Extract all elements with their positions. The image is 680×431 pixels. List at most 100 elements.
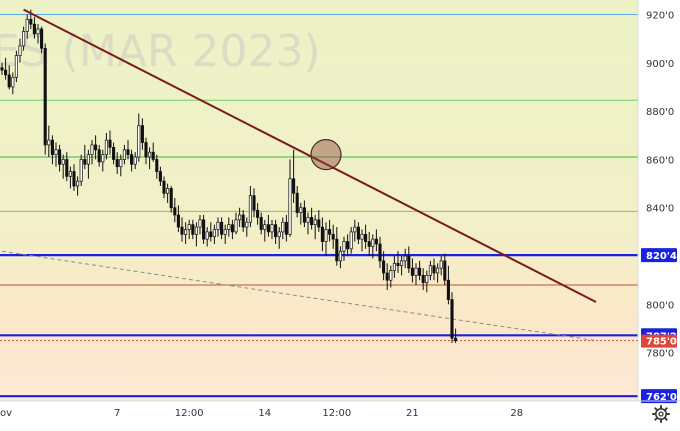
candle [180, 217, 184, 242]
candle [104, 132, 108, 160]
candle [382, 251, 386, 281]
candle [342, 236, 346, 261]
candle [414, 263, 418, 286]
y-tick-label: 860'0 [646, 155, 674, 166]
candle [126, 140, 130, 160]
candle [400, 256, 404, 276]
candle [72, 164, 76, 191]
candle [346, 234, 350, 257]
candle [162, 176, 166, 199]
candle [133, 152, 137, 170]
candle [446, 265, 450, 305]
candle [335, 227, 339, 266]
candle [130, 149, 134, 172]
candle [328, 219, 332, 242]
level-price-label: 820'4 [646, 251, 677, 262]
candle [256, 202, 260, 225]
candle [187, 219, 191, 240]
circle-marker[interactable] [310, 139, 342, 171]
x-tick-label: 21 [406, 408, 419, 419]
candle [205, 227, 209, 247]
gear-icon[interactable] [652, 405, 670, 423]
candle [140, 118, 144, 150]
candle [349, 227, 353, 254]
candle [25, 14, 29, 39]
candle [223, 224, 227, 244]
x-tick-label: 7 [114, 408, 120, 419]
candle [137, 113, 141, 162]
x-tick-label: 12:00 [322, 408, 351, 419]
candle [166, 183, 170, 203]
candle [259, 212, 263, 235]
time-axis-panel[interactable] [0, 401, 638, 427]
candle [0, 62, 4, 75]
candle [79, 154, 83, 187]
candle [108, 130, 112, 155]
candle [263, 219, 267, 242]
x-tick-label: ov [0, 408, 12, 419]
candle [310, 207, 314, 230]
candle [292, 149, 296, 203]
candle [194, 222, 198, 247]
candle [338, 246, 342, 269]
last-price-label: 785'0 [646, 337, 677, 348]
candle [418, 260, 422, 281]
candle [155, 154, 159, 179]
candle [212, 224, 216, 244]
candle [68, 166, 72, 189]
candle [90, 140, 94, 165]
y-tick-label: 780'0 [646, 349, 674, 360]
candle [389, 265, 393, 288]
candle [83, 144, 87, 170]
candle [216, 217, 220, 237]
candle [439, 256, 443, 276]
trendline[interactable] [23, 8, 597, 303]
candle [122, 144, 126, 165]
candle [173, 198, 177, 223]
candle [248, 186, 252, 228]
candle [425, 270, 429, 293]
candle [241, 210, 245, 232]
candle [295, 186, 299, 218]
candle [184, 222, 188, 244]
candle [76, 176, 80, 196]
candle [151, 142, 155, 162]
candle [360, 229, 364, 252]
candle [407, 246, 411, 273]
dashed-trendline[interactable] [1, 250, 597, 342]
candle [443, 253, 447, 286]
candle [14, 50, 18, 83]
candle [252, 188, 256, 218]
candle [191, 219, 195, 240]
candle [4, 57, 8, 80]
candle [220, 217, 224, 240]
candle [410, 258, 414, 283]
candle [238, 207, 242, 228]
y-tick-label: 900'0 [646, 59, 674, 70]
candle [54, 142, 58, 167]
y-tick-label: 800'0 [646, 300, 674, 311]
level-price-tag [641, 389, 677, 404]
candle [403, 248, 407, 269]
candle [58, 144, 62, 172]
candle [119, 154, 123, 177]
candle [374, 229, 378, 252]
candle [428, 260, 432, 281]
candle [43, 43, 47, 155]
candle [11, 72, 15, 95]
x-tick-label: 12:00 [175, 408, 204, 419]
candle [277, 227, 281, 249]
candle [61, 154, 65, 179]
candle [270, 219, 274, 240]
candle [284, 214, 288, 242]
candle [176, 205, 180, 232]
candle [198, 214, 202, 235]
candle [32, 16, 36, 39]
candle [47, 125, 51, 158]
candle [230, 219, 234, 240]
candle [320, 217, 324, 252]
candle [101, 149, 105, 172]
candle [144, 137, 148, 165]
